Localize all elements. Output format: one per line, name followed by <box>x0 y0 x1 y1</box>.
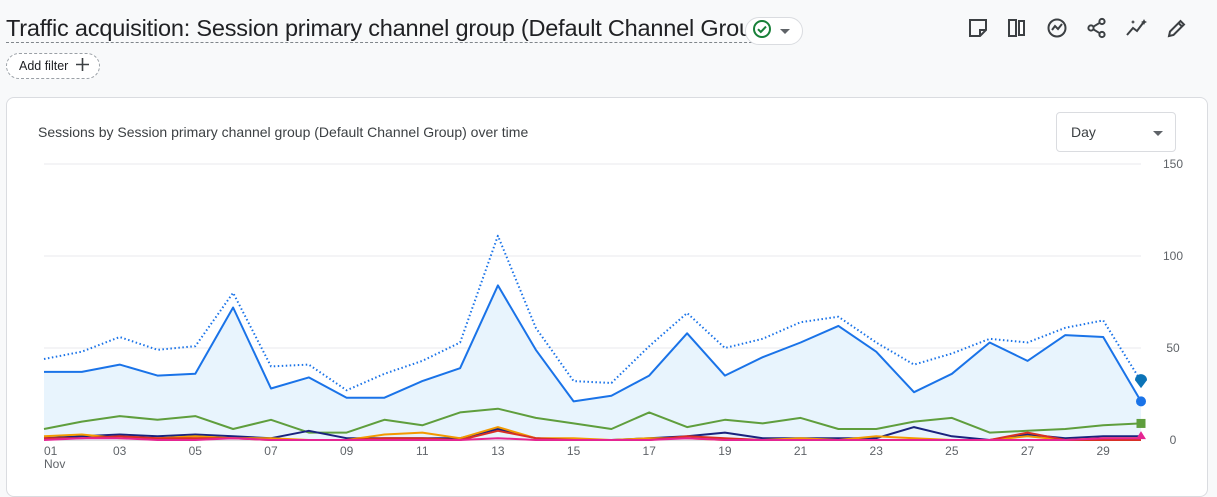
y-tick-label: 150 <box>1163 157 1183 171</box>
share-icon[interactable] <box>1084 15 1110 41</box>
x-tick-label: 09 <box>340 444 354 458</box>
series-end-marker <box>1137 419 1146 428</box>
x-tick-label: 27 <box>1021 444 1035 458</box>
x-month-label: Nov <box>44 457 65 471</box>
y-tick-label: 0 <box>1170 433 1177 447</box>
chart-card: Sessions by Session primary channel grou… <box>6 97 1208 497</box>
line-chart: 150 100 50 0 01 03 05 07 09 11 13 15 17 19 21 23 25 27 29 N… <box>7 98 1207 496</box>
insights-icon[interactable] <box>1044 15 1070 41</box>
edit-pencil-icon[interactable] <box>1164 15 1190 41</box>
x-tick-label: 19 <box>718 444 732 458</box>
x-tick-label: 17 <box>643 444 657 458</box>
x-tick-label: 21 <box>794 444 808 458</box>
x-tick-label: 15 <box>567 444 581 458</box>
compare-icon[interactable] <box>1004 15 1030 41</box>
x-tick-label: 11 <box>416 444 429 458</box>
check-circle-icon <box>752 19 772 44</box>
x-tick-label: 07 <box>264 444 278 458</box>
page-title[interactable]: Traffic acquisition: Session primary cha… <box>6 14 772 43</box>
series-end-marker <box>1135 374 1147 388</box>
x-tick-label: 23 <box>870 444 884 458</box>
x-tick-label: 03 <box>113 444 127 458</box>
x-tick-label: 01 <box>44 444 58 458</box>
status-dropdown[interactable] <box>745 17 803 45</box>
series-area-fill <box>44 285 1141 440</box>
add-filter-button[interactable]: Add filter <box>6 53 100 79</box>
x-tick-label: 13 <box>491 444 505 458</box>
x-tick-label: 05 <box>189 444 203 458</box>
trend-insights-icon[interactable] <box>1124 15 1150 41</box>
y-tick-label: 50 <box>1166 341 1180 355</box>
caret-down-icon <box>780 22 790 40</box>
series-end-marker <box>1136 396 1146 406</box>
x-tick-label: 29 <box>1096 444 1110 458</box>
x-tick-label: 25 <box>945 444 959 458</box>
add-filter-label: Add filter <box>19 59 68 73</box>
y-tick-label: 100 <box>1163 249 1183 263</box>
plus-icon <box>76 58 89 74</box>
annotation-icon[interactable] <box>965 15 991 41</box>
